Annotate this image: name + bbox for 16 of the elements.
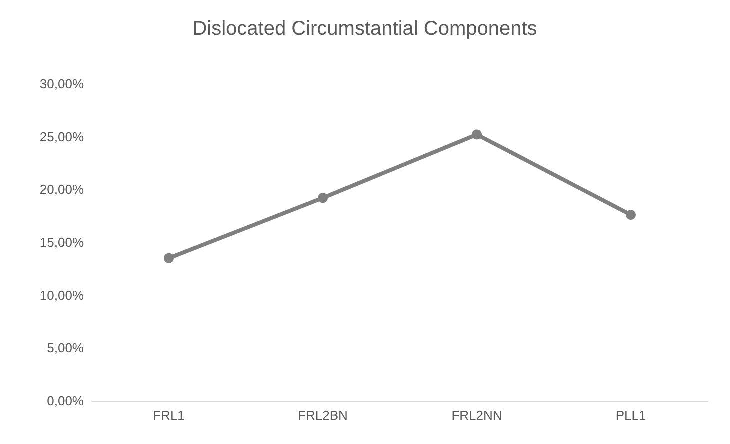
x-tick-label: FRL2NN	[452, 408, 502, 423]
y-tick-label: 30,00%	[40, 76, 84, 92]
point	[626, 210, 636, 220]
point	[472, 130, 482, 140]
y-tick-label: 15,00%	[40, 235, 84, 250]
y-tick-label: 5,00%	[47, 340, 84, 356]
x-tick-label: PLL1	[616, 408, 646, 423]
point	[164, 253, 174, 264]
y-tick-label: 20,00%	[40, 182, 84, 198]
chart-title: Dislocated Circumstantial Components	[192, 18, 538, 40]
y-tick-label: 0,00%	[47, 394, 84, 408]
point	[318, 193, 328, 204]
x-tick-label: FRL1	[153, 408, 185, 423]
y-tick-label: 25,00%	[40, 129, 84, 144]
y-tick-label: 10,00%	[40, 288, 84, 303]
x-tick-label: FRL2BN	[298, 408, 348, 423]
